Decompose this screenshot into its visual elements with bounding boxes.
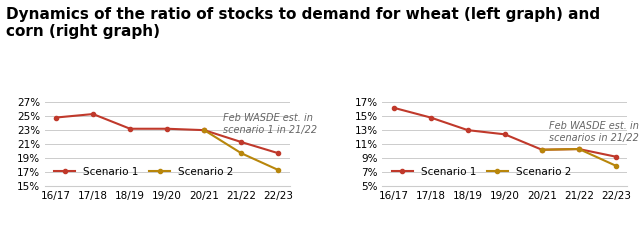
Legend: Scenario 1, Scenario 2: Scenario 1, Scenario 2 <box>388 163 575 181</box>
Text: Dynamics of the ratio of stocks to demand for wheat (left graph) and
corn (right: Dynamics of the ratio of stocks to deman… <box>6 7 600 39</box>
Legend: Scenario 1, Scenario 2: Scenario 1, Scenario 2 <box>50 163 238 181</box>
Text: Feb WASDE est. in both
scenarios in 21/22: Feb WASDE est. in both scenarios in 21/2… <box>549 121 640 143</box>
Text: Feb WASDE est. in
scenario 1 in 21/22: Feb WASDE est. in scenario 1 in 21/22 <box>223 113 317 135</box>
